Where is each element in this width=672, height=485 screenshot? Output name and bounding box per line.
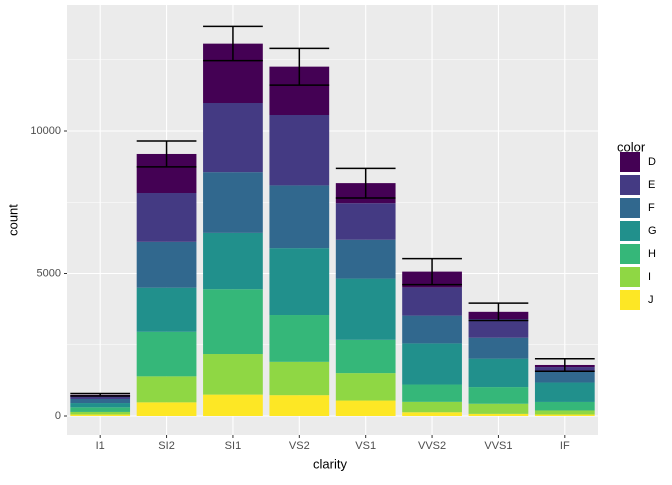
bar-segment bbox=[468, 337, 529, 359]
legend-title: color bbox=[617, 139, 646, 154]
bar-segment bbox=[534, 371, 595, 383]
legend-label: F bbox=[648, 202, 655, 214]
x-tick-label: I1 bbox=[96, 440, 105, 452]
legend-label: E bbox=[648, 179, 655, 191]
x-tick-label: IF bbox=[560, 440, 570, 452]
bar-segment bbox=[534, 382, 595, 402]
legend-key bbox=[620, 152, 640, 172]
bar-segment bbox=[402, 315, 462, 344]
bar-segment bbox=[269, 185, 330, 249]
legend-key bbox=[620, 198, 640, 218]
x-tick-label: SI1 bbox=[225, 440, 242, 452]
bar-segment bbox=[335, 373, 396, 401]
bar-segment bbox=[203, 232, 263, 290]
bar-segment bbox=[468, 387, 529, 404]
bar-segment bbox=[269, 361, 330, 396]
bar-segment bbox=[70, 398, 131, 404]
bar-segment bbox=[70, 403, 131, 408]
bar-segment bbox=[402, 401, 462, 413]
x-tick-label: VVS1 bbox=[484, 440, 512, 452]
bar-segment bbox=[70, 407, 131, 412]
bar-segment bbox=[534, 414, 595, 416]
bar-segment bbox=[136, 287, 197, 332]
bar-segment bbox=[203, 289, 263, 355]
bar-segment bbox=[468, 358, 529, 388]
bar-segment bbox=[402, 287, 462, 316]
legend-label: H bbox=[648, 248, 656, 260]
legend-key bbox=[620, 244, 640, 264]
y-tick-label: 5000 bbox=[37, 267, 61, 279]
bar-segment bbox=[203, 394, 263, 416]
y-tick-label: 10000 bbox=[30, 125, 61, 137]
bar-segment bbox=[136, 241, 197, 288]
bar-segment bbox=[468, 413, 529, 416]
legend-label: I bbox=[648, 271, 651, 283]
legend-key bbox=[620, 290, 640, 310]
bar-segment bbox=[203, 172, 263, 233]
y-axis-title: count bbox=[5, 204, 20, 236]
x-tick-label: VS2 bbox=[289, 440, 310, 452]
bar-segment bbox=[402, 343, 462, 385]
legend-key bbox=[620, 175, 640, 195]
bar-segment bbox=[468, 319, 529, 338]
bar-segment bbox=[269, 395, 330, 416]
legend-key bbox=[620, 221, 640, 241]
bar-segment bbox=[269, 115, 330, 186]
legend-key bbox=[620, 267, 640, 287]
bar-segment bbox=[534, 401, 595, 411]
bar-segment bbox=[70, 396, 131, 399]
bar-segment bbox=[70, 411, 131, 415]
bar-segment bbox=[468, 403, 529, 414]
x-tick-label: VVS2 bbox=[418, 440, 446, 452]
bar-segment bbox=[203, 354, 263, 395]
x-axis-title: clarity bbox=[313, 456, 347, 471]
y-tick-label: 0 bbox=[55, 410, 61, 422]
bar-segment bbox=[335, 203, 396, 240]
legend-label: G bbox=[648, 225, 657, 237]
bar-segment bbox=[269, 248, 330, 316]
x-tick-label: SI2 bbox=[158, 440, 175, 452]
bar-segment bbox=[335, 339, 396, 374]
bar-segment bbox=[70, 414, 131, 416]
bar-segment bbox=[136, 331, 197, 377]
legend-label: J bbox=[648, 294, 654, 306]
bar-segment bbox=[335, 400, 396, 416]
bar-segment bbox=[136, 193, 197, 242]
bar-segment bbox=[136, 402, 197, 416]
bar-segment bbox=[534, 410, 595, 415]
bar-segment bbox=[335, 278, 396, 340]
bar-segment bbox=[203, 103, 263, 173]
bar-segment bbox=[136, 376, 197, 403]
legend-label: D bbox=[648, 156, 656, 168]
bar-segment bbox=[402, 412, 462, 416]
bar-segment bbox=[269, 315, 330, 362]
bar-segment bbox=[402, 384, 462, 402]
x-tick-label: VS1 bbox=[355, 440, 376, 452]
bar-segment bbox=[335, 239, 396, 279]
